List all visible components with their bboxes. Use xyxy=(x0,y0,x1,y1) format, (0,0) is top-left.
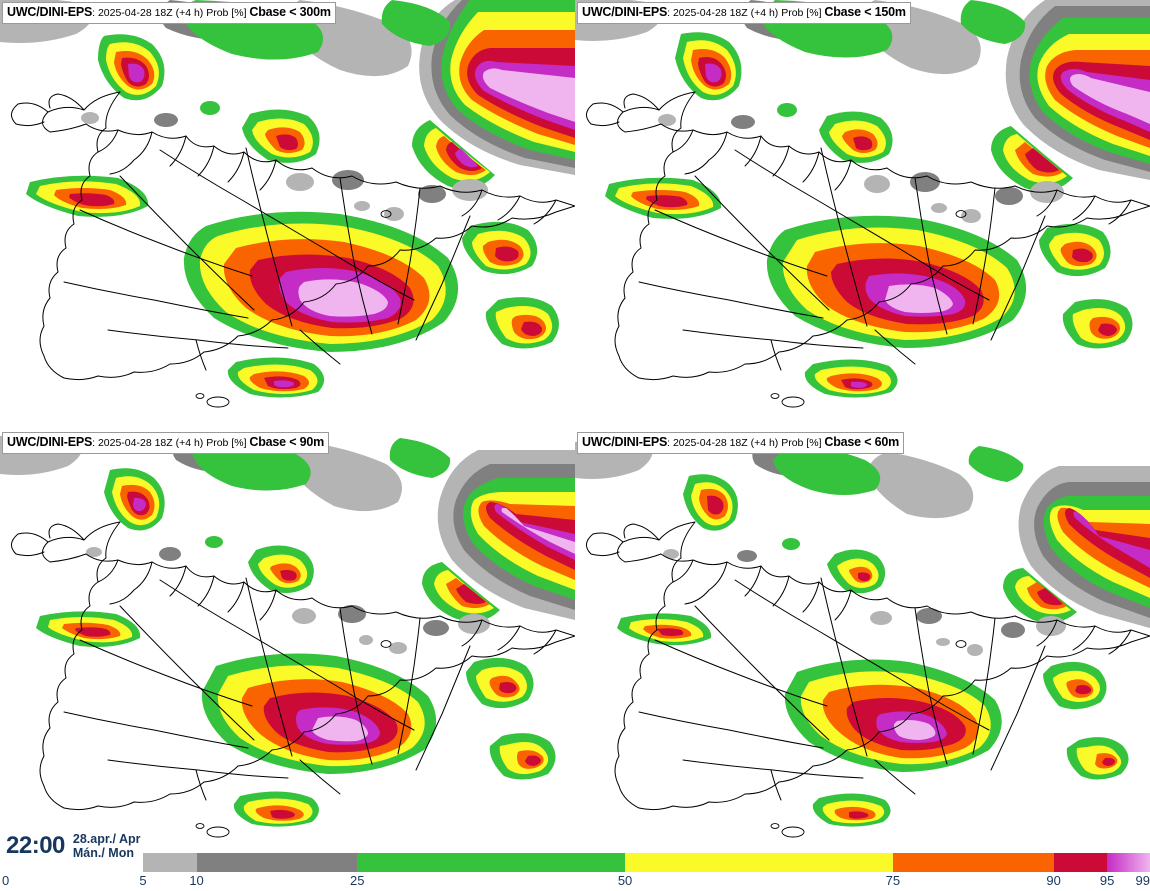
colorbar-tick-labels: 0 5 10 25 50 75 90 95 99 xyxy=(0,873,1150,891)
colorbar-segment-crimson xyxy=(1053,853,1108,872)
panel-meta-label: : 2025-04-28 18Z (+4 h) Prob [%] xyxy=(92,7,250,19)
valid-time-box: 22:00 28.apr./ Apr Mán./ Mon xyxy=(0,826,145,866)
panel-variable-label: Cbase < 90m xyxy=(249,435,324,449)
map-panel-grid: UWC/DINI-EPS: 2025-04-28 18Z (+4 h) Prob… xyxy=(0,0,1150,860)
panel-variable-label: Cbase < 60m xyxy=(824,435,899,449)
panel-title-150m: UWC/DINI-EPS: 2025-04-28 18Z (+4 h) Prob… xyxy=(577,2,911,24)
panel-variable-label: Cbase < 300m xyxy=(249,5,331,19)
forecast-map-90m xyxy=(0,430,575,860)
colorbar-tick-99: 99 xyxy=(1135,873,1150,888)
colorbar-tick-25: 25 xyxy=(350,873,365,888)
colorbar-segment-dark-gray xyxy=(196,853,358,872)
forecast-map-60m xyxy=(575,430,1150,860)
forecast-map-300m xyxy=(0,0,575,430)
panel-variable-label: Cbase < 150m xyxy=(824,5,906,19)
panel-title-90m: UWC/DINI-EPS: 2025-04-28 18Z (+4 h) Prob… xyxy=(2,432,329,454)
valid-time-clock: 22:00 xyxy=(6,832,65,859)
colorbar-segment-light-gray xyxy=(143,853,197,872)
map-panel-cbase-90m[interactable]: UWC/DINI-EPS: 2025-04-28 18Z (+4 h) Prob… xyxy=(0,430,575,860)
colorbar-tick-5: 5 xyxy=(139,873,147,888)
colorbar-tick-95: 95 xyxy=(1099,873,1115,888)
map-panel-cbase-150m[interactable]: UWC/DINI-EPS: 2025-04-28 18Z (+4 h) Prob… xyxy=(575,0,1150,430)
valid-date-block: 28.apr./ Apr Mán./ Mon xyxy=(73,832,141,861)
colorbar-tick-50: 50 xyxy=(617,873,633,888)
panel-title-60m: UWC/DINI-EPS: 2025-04-28 18Z (+4 h) Prob… xyxy=(577,432,904,454)
colorbar-segment-yellow xyxy=(625,853,893,872)
colorbar-tick-10: 10 xyxy=(189,873,204,888)
map-panel-cbase-60m[interactable]: UWC/DINI-EPS: 2025-04-28 18Z (+4 h) Prob… xyxy=(575,430,1150,860)
panel-model-label: UWC/DINI-EPS xyxy=(582,5,668,19)
panel-meta-label: : 2025-04-28 18Z (+4 h) Prob [%] xyxy=(667,7,825,19)
valid-date-line2: Mán./ Mon xyxy=(72,846,134,860)
panel-model-label: UWC/DINI-EPS xyxy=(7,435,93,449)
footer-bar: 22:00 28.apr./ Apr Mán./ Mon 0 5 10 25 50 75 9… xyxy=(0,820,1150,891)
panel-title-300m: UWC/DINI-EPS: 2025-04-28 18Z (+4 h) Prob… xyxy=(2,2,336,24)
forecast-map-150m xyxy=(575,0,1150,430)
panel-meta-label: : 2025-04-28 18Z (+4 h) Prob [%] xyxy=(92,437,250,449)
probability-colorbar: 0 5 10 25 50 75 90 95 99 xyxy=(0,853,1150,891)
panel-model-label: UWC/DINI-EPS xyxy=(582,435,668,449)
colorbar-tick-90: 90 xyxy=(1046,873,1061,888)
colorbar-gradient-strip xyxy=(143,853,1150,872)
colorbar-segment-magenta xyxy=(1107,853,1150,872)
map-panel-cbase-300m[interactable]: UWC/DINI-EPS: 2025-04-28 18Z (+4 h) Prob… xyxy=(0,0,575,430)
colorbar-tick-0: 0 xyxy=(2,873,10,888)
colorbar-tick-75: 75 xyxy=(885,873,901,888)
valid-date-line1: 28.apr./ Apr xyxy=(72,831,141,846)
panel-meta-label: : 2025-04-28 18Z (+4 h) Prob [%] xyxy=(667,437,825,449)
colorbar-segment-orange xyxy=(892,853,1054,872)
panel-model-label: UWC/DINI-EPS xyxy=(7,5,93,19)
colorbar-segment-green xyxy=(357,853,626,872)
